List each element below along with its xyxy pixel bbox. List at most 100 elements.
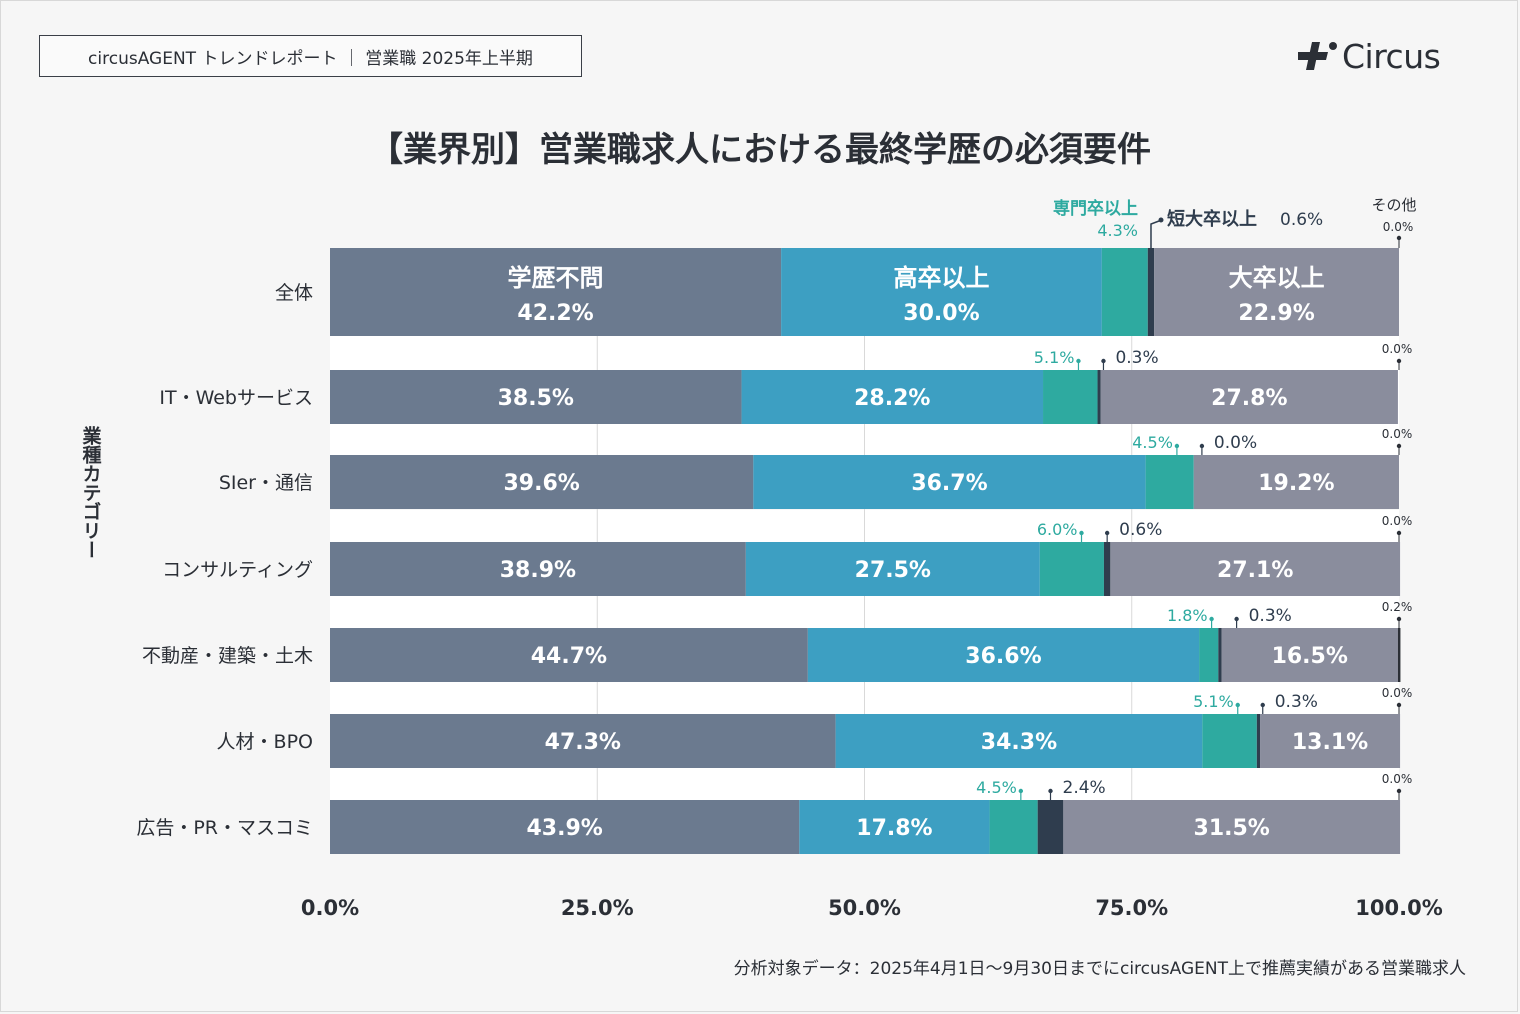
data-label: 27.8% [1211, 386, 1287, 411]
category-label: 不動産・建築・土木 [142, 645, 313, 667]
report-label-text: circusAGENT トレンドレポート ｜ 営業職 2025年上半期 [88, 48, 533, 69]
data-label-callout: 0.0% [1382, 772, 1413, 786]
bar-segment-4 [1221, 628, 1398, 682]
data-label: 27.5% [855, 558, 931, 583]
chart-title: 【業界別】営業職求人における最終学歴の必須要件 [369, 130, 1151, 170]
bar-segment-0 [330, 370, 742, 424]
bar-segment-0 [330, 542, 746, 596]
x-tick-label: 0.0% [301, 896, 359, 920]
data-label-callout: 0.0% [1382, 514, 1413, 528]
x-tick-label: 100.0% [1355, 896, 1442, 920]
data-label: 27.1% [1217, 558, 1293, 583]
callout-dot [1158, 217, 1164, 223]
category-label: 人材・BPO [217, 731, 313, 753]
category-label: IT・Webサービス [159, 387, 313, 409]
bar-segment-1 [835, 714, 1203, 768]
callout-line [1150, 220, 1160, 248]
category-label: 広告・PR・マスコミ [136, 817, 313, 839]
data-label: 34.3% [981, 730, 1057, 755]
bar-segment-4 [1260, 714, 1401, 768]
bar-segment-3 [1037, 800, 1064, 854]
data-label: 38.9% [500, 558, 576, 583]
bar-segment-4 [1154, 248, 1399, 336]
circus-logo: Circus [1298, 36, 1441, 76]
bar-segment-0 [330, 455, 754, 509]
data-label-callout: 0.0% [1382, 427, 1413, 441]
series-label-inbar: 高卒以上 [893, 264, 989, 292]
data-label: 22.9% [1238, 301, 1314, 326]
bar-segment-5 [1397, 628, 1401, 682]
data-label-callout: 0.6% [1119, 520, 1162, 540]
bar-segment-1 [807, 628, 1200, 682]
data-label-callout: 0.0% [1382, 686, 1413, 700]
bar-segment-2 [1202, 714, 1257, 768]
callout-dot [1199, 443, 1205, 449]
data-label: 39.6% [503, 471, 579, 496]
data-label-callout: 6.0% [1037, 520, 1078, 539]
bar-segment-1 [745, 542, 1040, 596]
data-label-callout: 5.1% [1193, 692, 1234, 711]
data-label-callout: 4.3% [1097, 221, 1138, 240]
bar-segment-1 [753, 455, 1146, 509]
data-label-callout: 2.4% [1063, 778, 1106, 798]
bar-segment-0 [330, 800, 800, 854]
bar-segment-0 [330, 628, 808, 682]
bar-segment-2 [1039, 542, 1104, 596]
data-label: 47.3% [545, 730, 621, 755]
callout-dot [1018, 788, 1024, 794]
bar-segment-3 [1218, 628, 1222, 682]
report-label: circusAGENT トレンドレポート ｜ 営業職 2025年上半期 [39, 35, 582, 77]
data-label: 36.7% [911, 471, 987, 496]
data-label-callout: 0.3% [1249, 606, 1292, 626]
category-label: 全体 [275, 282, 313, 304]
bar-segment-2 [1199, 628, 1219, 682]
bar-segment-0 [330, 248, 782, 336]
bar-segment-4 [1100, 370, 1398, 424]
data-label-callout: 0.6% [1280, 210, 1323, 230]
series-label-callout: その他 [1371, 196, 1416, 214]
data-label: 28.2% [854, 386, 930, 411]
bar-segment-4 [1063, 800, 1401, 854]
bar-segment-4 [1110, 542, 1401, 596]
bar-segment-3 [1147, 248, 1155, 336]
callout-dot [1235, 702, 1240, 708]
data-label: 44.7% [531, 644, 607, 669]
bar-segment-1 [799, 800, 990, 854]
series-label-inbar: 大卒以上 [1229, 264, 1325, 292]
x-tick-label: 50.0% [828, 896, 901, 920]
bar-segment-2 [1101, 248, 1148, 336]
data-label-callout: 5.1% [1034, 348, 1075, 367]
data-label: 42.2% [517, 301, 593, 326]
callout-dot [1048, 788, 1053, 794]
data-label-callout: 0.0% [1383, 220, 1414, 234]
callout-dot [1209, 616, 1214, 622]
bar-segment-2 [989, 800, 1038, 854]
bar-segment-2 [1145, 455, 1194, 509]
data-label: 19.2% [1258, 471, 1334, 496]
callout-dot [1104, 530, 1110, 536]
data-label: 43.9% [526, 816, 602, 841]
category-label: SIer・通信 [219, 472, 313, 494]
data-label: 30.0% [903, 301, 979, 326]
callout-dot [1174, 443, 1180, 449]
data-label-callout: 1.8% [1167, 606, 1208, 625]
data-label: 31.5% [1194, 816, 1270, 841]
series-label-callout: 短大卒以上 [1167, 208, 1257, 230]
callout-dot [1076, 358, 1081, 364]
circus-logo-text: Circus [1342, 36, 1441, 76]
data-label-callout: 0.0% [1382, 342, 1413, 356]
data-label-callout: 0.2% [1382, 600, 1413, 614]
data-label: 16.5% [1272, 644, 1348, 669]
bar-segment-3 [1256, 714, 1261, 768]
data-label-callout: 0.3% [1275, 692, 1318, 712]
data-label-callout: 0.0% [1214, 433, 1257, 453]
bar-segment-0 [330, 714, 836, 768]
series-label-callout: 専門卒以上 [1053, 198, 1138, 219]
data-label-callout: 4.5% [1132, 433, 1173, 452]
x-tick-label: 75.0% [1095, 896, 1168, 920]
data-label-callout: 0.3% [1115, 348, 1158, 368]
callout-dot [1234, 616, 1239, 622]
data-label: 36.6% [965, 644, 1041, 669]
